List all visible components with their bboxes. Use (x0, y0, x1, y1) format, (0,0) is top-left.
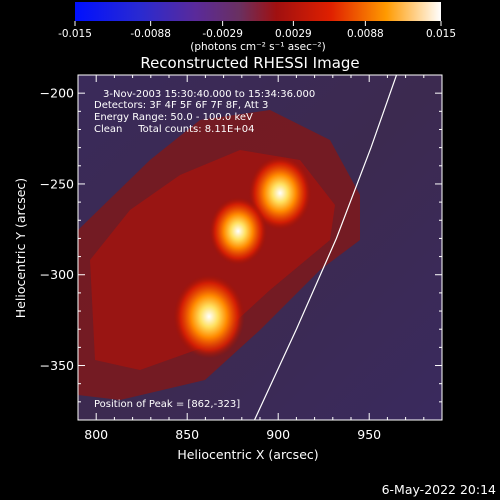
annotation-time: 3-Nov-2003 15:30:40.000 to 15:34:36.000 (103, 89, 315, 100)
y-tick-label: −350 (40, 358, 74, 373)
annotation-detectors: Detectors: 3F 4F 5F 6F 7F 8F, Att 3 (94, 100, 268, 111)
y-tick-label: −250 (40, 176, 74, 191)
annotation-energy: Energy Range: 50.0 - 100.0 keV (94, 112, 253, 123)
colorbar (75, 2, 441, 21)
x-tick-label: 900 (266, 427, 290, 442)
y-tick-label: −200 (40, 86, 74, 101)
colorbar-tick-label: 0.0029 (275, 28, 312, 40)
x-axis-label: Heliocentric X (arcsec) (177, 447, 318, 462)
annotations: 3-Nov-2003 15:30:40.000 to 15:34:36.000 … (94, 89, 315, 410)
footer-date: 6-May-2022 20:14 (382, 482, 496, 497)
colorbar-tick-label: -0.0088 (130, 28, 171, 40)
heatmap-image (78, 75, 442, 420)
x-tick-label: 950 (357, 427, 381, 442)
y-axis-ticks: −350 −300 −250 −200 (40, 74, 442, 403)
x-axis-ticks: 800 850 900 950 (77, 75, 443, 442)
x-tick-label: 850 (175, 427, 199, 442)
emission-sources (173, 156, 312, 359)
limb-line (253, 75, 398, 420)
colorbar-ticks: -0.015 -0.0088 -0.0029 0.0029 0.0088 0.015 (58, 21, 456, 40)
y-axis-label: Heliocentric Y (arcsec) (13, 178, 28, 318)
colorbar-tick-label: 0.015 (426, 28, 456, 40)
emission-source (209, 197, 268, 266)
emission-source (248, 156, 312, 231)
colorbar-tick-label: -0.015 (58, 28, 92, 40)
peak-position-label: Position of Peak = [862,-323] (94, 399, 240, 410)
solar-limb (253, 75, 398, 420)
colorbar-units-label: (photons cm⁻² s⁻¹ asec⁻²) (190, 41, 325, 53)
y-tick-label: −300 (40, 267, 74, 282)
annotation-counts: Clean Total counts: 8.11E+04 (94, 124, 254, 135)
colorbar-tick-label: 0.0088 (347, 28, 384, 40)
x-tick-label: 800 (84, 427, 108, 442)
emission-source (173, 274, 245, 359)
colorbar-tick-label: -0.0029 (202, 28, 243, 40)
chart-title: Reconstructed RHESSI Image (140, 54, 359, 72)
